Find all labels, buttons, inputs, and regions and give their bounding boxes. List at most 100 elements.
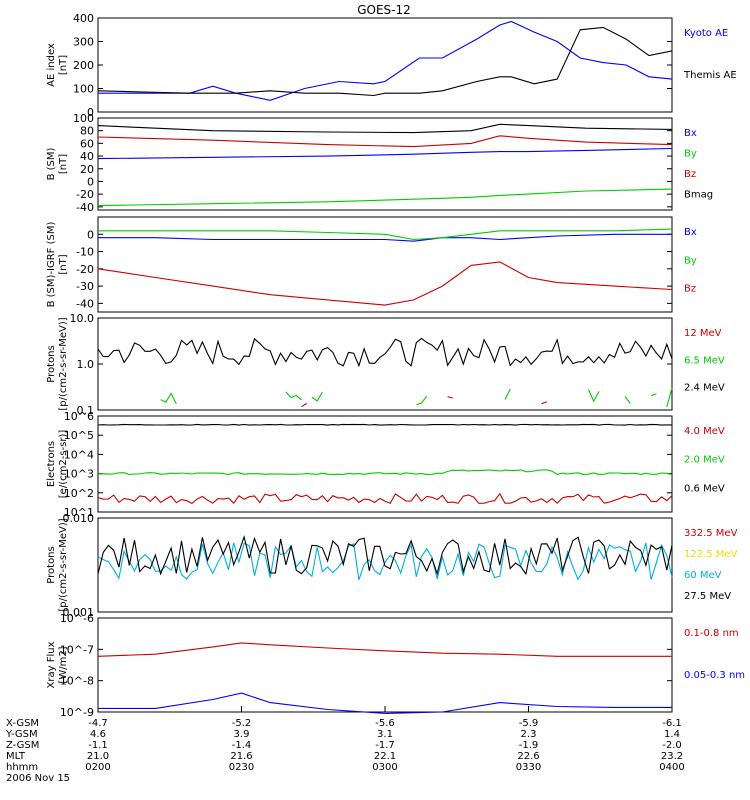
y-axis-label: Xray Flux (46, 641, 57, 688)
series-line (97, 123, 673, 134)
y-tick-label: 200 (73, 59, 94, 72)
legend-entry: 0.05-0.3 nm (684, 670, 745, 681)
series-line (97, 26, 673, 97)
ephemeris-value: 3.9 (234, 729, 250, 740)
panel-7: 10^-9 10^-8 10^-7 10^-6 Xray Flux [W/m2] 0.1-0… (46, 612, 745, 719)
figure-title: GOES-12 (357, 3, 411, 17)
panel-4: 0.1 1.0 10.0 Protons [p/(cm2-s-sr-MeV)] 12 Me… (46, 312, 725, 417)
y-tick-label: -30 (76, 280, 94, 293)
panel-6: 0.001 0.010 Protons [p/(cm2-s-sr-MeV)] 332.5… (46, 512, 738, 619)
ephemeris-row-label: Z-GSM (6, 740, 39, 751)
ephemeris-value: 0300 (372, 762, 397, 773)
series-line (97, 642, 672, 657)
y-tick-label: -20 (76, 263, 94, 276)
ephemeris-value: 2.3 (521, 729, 537, 740)
y-axis-label: AE index (46, 43, 57, 87)
y-tick-label: 0.1 (77, 404, 95, 417)
y-tick-label: 0 (87, 106, 94, 119)
ephemeris-value: 23.2 (661, 751, 683, 762)
y-tick-label: -20 (76, 188, 94, 201)
legend-entry: 12 MeV (684, 328, 722, 339)
legend-entry: Bz (684, 169, 696, 180)
legend-entry: 6.5 MeV (684, 355, 725, 366)
ephemeris-row-label: MLT (6, 751, 26, 762)
panel-5: 10^1 10^2 10^3 10^4 10^5 10^6 Electrons [e/(cm2… (46, 410, 725, 519)
date-label: 2006 Nov 15 (6, 773, 70, 784)
ephemeris-value: 0400 (659, 762, 684, 773)
y-tick-label: 10^1 (64, 506, 94, 519)
y-tick-label: 10^-6 (60, 612, 94, 625)
panel-frame (97, 216, 673, 313)
series-line (97, 188, 673, 207)
ephemeris-value: -4.7 (88, 718, 108, 729)
y-axis-label: B (SM)-IGRF (SM) (46, 222, 57, 308)
y-tick-label: 10^-7 (60, 643, 94, 656)
y-tick-label: 60 (80, 137, 94, 150)
legend-entry: 4.0 MeV (684, 426, 725, 437)
ephemeris-value: -5.9 (519, 718, 539, 729)
ephemeris-value: 21.6 (230, 751, 252, 762)
series-line (97, 423, 672, 426)
panel-3: -40 -30 -20 -10 0 B (SM)-IGRF (SM) [nT] Bx By Bz (46, 216, 697, 313)
series-line (97, 147, 673, 160)
legend-entry: By (684, 255, 697, 266)
legend-entry: 332.5 MeV (684, 528, 738, 539)
ephemeris-value: -6.1 (662, 718, 682, 729)
legend-entry: 0.1-0.8 nm (684, 628, 739, 639)
y-tick-label: -40 (76, 201, 94, 214)
legend-entry: 2.4 MeV (684, 383, 725, 394)
y-tick-label: 10^4 (64, 448, 94, 461)
legend-entry: Bx (684, 128, 697, 139)
y-axis-label: Protons (46, 345, 57, 382)
legend-entry: 2.0 MeV (684, 455, 725, 466)
ephemeris-value: 0330 (516, 762, 541, 773)
series-line (98, 692, 672, 714)
y-tick-label: 20 (80, 163, 94, 176)
ephemeris-value: -1.9 (519, 740, 539, 751)
series-line (97, 469, 673, 476)
series-line (97, 534, 673, 576)
y-tick-label: 400 (73, 12, 94, 25)
series-line (98, 233, 672, 242)
y-axis-label: B (SM) (46, 147, 57, 180)
y-axis-unit: [p/(cm2-s-sr-MeV)] (58, 317, 69, 410)
ephemeris-value: -5.6 (375, 718, 395, 729)
series-line (97, 135, 673, 148)
ephemeris-value: -2.0 (662, 740, 682, 751)
panel-frame (97, 117, 673, 211)
y-tick-label: 10^2 (64, 487, 94, 500)
y-tick-label: 100 (73, 112, 94, 125)
y-tick-label: 80 (80, 125, 94, 138)
legend-entry: Bz (684, 284, 696, 295)
ephemeris-value: 22.1 (374, 751, 396, 762)
y-axis-label: Electrons (46, 441, 57, 487)
panel-frame (97, 317, 673, 411)
series-line (302, 397, 599, 407)
ephemeris-value: -1.4 (232, 740, 252, 751)
y-tick-label: 1.0 (77, 358, 95, 371)
panel-1: 0 100 200 300 400 AE index [nT] Kyoto AE Themis … (46, 12, 737, 119)
panel-frame (97, 17, 673, 113)
y-tick-label: 0.001 (63, 606, 95, 619)
legend-entry: Kyoto AE (684, 28, 728, 39)
ephemeris-value: -5.2 (232, 718, 252, 729)
panel-frame (97, 415, 673, 513)
legend-entry: 0.6 MeV (684, 483, 725, 494)
ephemeris-value: 4.6 (90, 729, 106, 740)
y-tick-label: 0 (87, 175, 94, 188)
y-axis-unit: [nT] (58, 254, 69, 274)
legend-entry: Bmag (684, 190, 713, 201)
legend-entry: 60 MeV (684, 570, 722, 581)
legend-entry: Themis AE (683, 70, 737, 81)
ephemeris-value: -1.1 (88, 740, 108, 751)
y-tick-label: 0 (87, 228, 94, 241)
ephemeris-value: -1.7 (375, 740, 395, 751)
y-tick-label: 10^5 (64, 429, 94, 442)
panel-frame (97, 617, 673, 713)
series-line (98, 20, 673, 101)
ephemeris-value: 0200 (85, 762, 110, 773)
y-tick-label: -40 (76, 297, 94, 310)
ephemeris-row-label: hhmm (6, 762, 38, 773)
y-axis-unit: [p/(cm2-s-sr-MeV)] (58, 518, 69, 611)
